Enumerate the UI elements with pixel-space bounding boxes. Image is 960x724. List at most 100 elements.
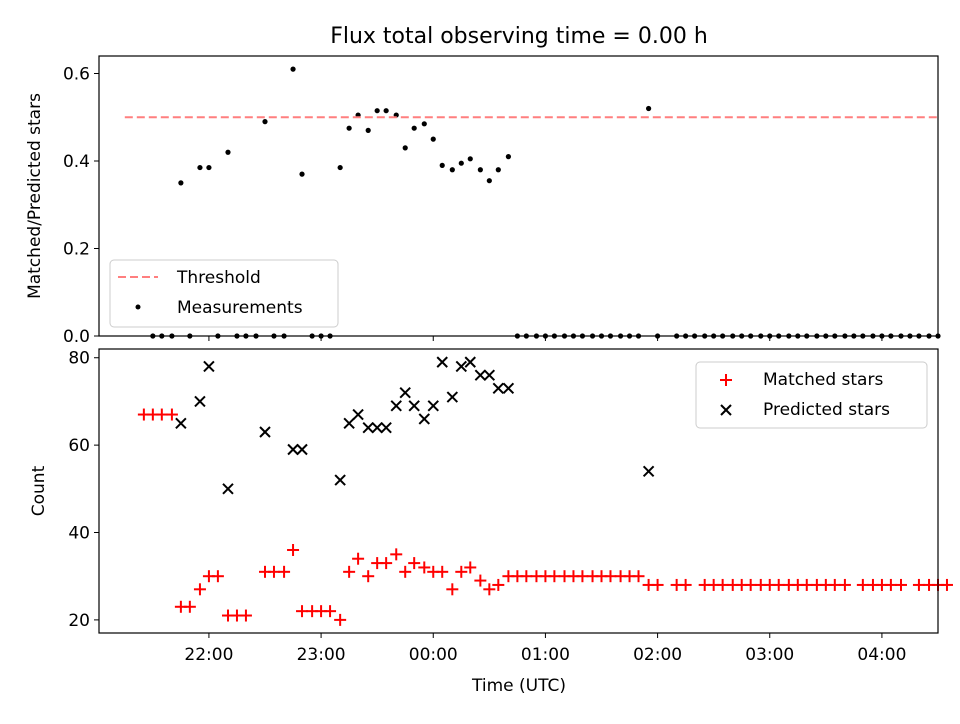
matched-star-point [520, 570, 533, 583]
matched-star-point [390, 548, 403, 561]
predicted-star-point [418, 413, 430, 425]
matched-star-point [296, 605, 309, 618]
matched-star-point [418, 561, 431, 574]
measurement-point [411, 125, 417, 131]
measurement-point [374, 108, 380, 114]
predicted-star-point [474, 369, 487, 381]
count-x-ticks: 22:00 23:00 00:00 01:00 02:00 03:00 04:00 [184, 633, 906, 665]
matched-star-point [838, 578, 851, 591]
matched-star-point [343, 565, 356, 578]
matched-star-point [828, 578, 841, 591]
measurement-point [346, 125, 352, 131]
chart-title: Flux total observing time = 0.00 h [330, 24, 708, 49]
matched-star-point [278, 565, 291, 578]
ratio-y-tick-label: 0.2 [63, 240, 90, 260]
measurement-point [421, 121, 427, 127]
predicted-star-point [436, 356, 448, 368]
predicted-star-point [175, 417, 187, 429]
predicted-star-point [492, 382, 505, 395]
matched-star-point [679, 578, 692, 591]
measurement-point [383, 108, 389, 114]
measurement-point [458, 160, 464, 166]
matched-star-point [324, 605, 337, 618]
matched-star-point [211, 570, 224, 583]
measurement-point [337, 164, 343, 171]
ratio-plot-frame [98, 55, 939, 337]
legend-measurements-label: Measurements [177, 298, 303, 318]
predicted-star-point [287, 443, 299, 456]
matched-star-point [800, 578, 813, 591]
count-legend: Matched stars Predicted stars [695, 361, 928, 429]
measurement-point [477, 167, 483, 173]
predicted-star-point [362, 421, 374, 434]
measurement-point [290, 66, 296, 72]
predicted-star-point [408, 400, 420, 412]
measurement-point [467, 156, 473, 162]
predicted-star-point [390, 400, 402, 412]
predicted-star-point [259, 426, 271, 438]
predicted-star-point [296, 443, 308, 456]
measurement-point [365, 127, 371, 133]
matched-star-point [464, 561, 477, 574]
predicted-star-point [446, 391, 459, 403]
matched-star-point [894, 578, 907, 591]
matched-star-point [548, 570, 561, 583]
predicted-star-point [222, 483, 234, 495]
matched-star-point [576, 570, 589, 583]
matched-star-point [446, 583, 459, 596]
count-plot-frame [98, 348, 939, 634]
matched-star-point [155, 408, 168, 421]
matched-star-point [483, 583, 496, 596]
matched-star-point [239, 609, 252, 622]
matched-star-point [436, 565, 449, 578]
predicted-star-point [642, 465, 655, 478]
measurement-point [486, 178, 492, 184]
matched-star-point [287, 543, 300, 556]
legend-predicted-swatch [720, 404, 732, 416]
count-y-axis-label: Count [29, 465, 49, 516]
x-tick-label: 22:00 [184, 645, 233, 665]
matched-star-point [604, 570, 617, 583]
matched-star-point [183, 600, 196, 613]
count-y-tick-label: 80 [68, 349, 90, 369]
ratio-y-ticks: 0.0 0.2 0.4 0.6 [63, 65, 99, 347]
legend-matched-label: Matched stars [763, 370, 883, 390]
x-tick-label: 03:00 [745, 645, 794, 665]
predicted-star-point [203, 360, 215, 373]
predicted-star-point [371, 421, 383, 434]
matched-star-point [912, 578, 925, 591]
matched-star-point [884, 578, 897, 591]
legend-threshold-label: Threshold [176, 268, 261, 288]
x-tick-label: 02:00 [633, 645, 682, 665]
count-y-tick-label: 40 [68, 524, 90, 544]
x-tick-label: 00:00 [409, 645, 458, 665]
x-tick-label: 04:00 [857, 645, 906, 665]
matched-star-point [651, 578, 664, 591]
predicted-star-point [427, 400, 439, 412]
matched-star-point [455, 565, 468, 578]
legend-predicted-label: Predicted stars [763, 400, 890, 420]
matched-star-point [716, 578, 729, 591]
measurement-point [262, 119, 268, 125]
measurement-point [449, 167, 455, 173]
predicted-star-point [334, 474, 346, 486]
measurement-point [178, 180, 184, 186]
matched-star-point [362, 570, 375, 583]
predicted-star-point [483, 369, 496, 381]
ratio-y-tick-label: 0.4 [63, 152, 90, 172]
matched-star-point [632, 570, 645, 583]
matched-star-point [744, 578, 757, 591]
matched-star-point [193, 583, 206, 596]
measurement-point [299, 171, 305, 177]
matched-star-point [267, 565, 280, 578]
ratio-y-tick-label: 0.0 [63, 327, 90, 347]
measurement-point [646, 105, 652, 112]
matched-star-point [399, 565, 412, 578]
matched-star-point [856, 578, 869, 591]
count-y-ticks: 20 40 60 80 [68, 349, 99, 631]
legend-matched-swatch [720, 374, 732, 386]
measurement-point [439, 162, 445, 168]
matched-star-point [334, 613, 347, 626]
measurement-points [150, 66, 941, 339]
